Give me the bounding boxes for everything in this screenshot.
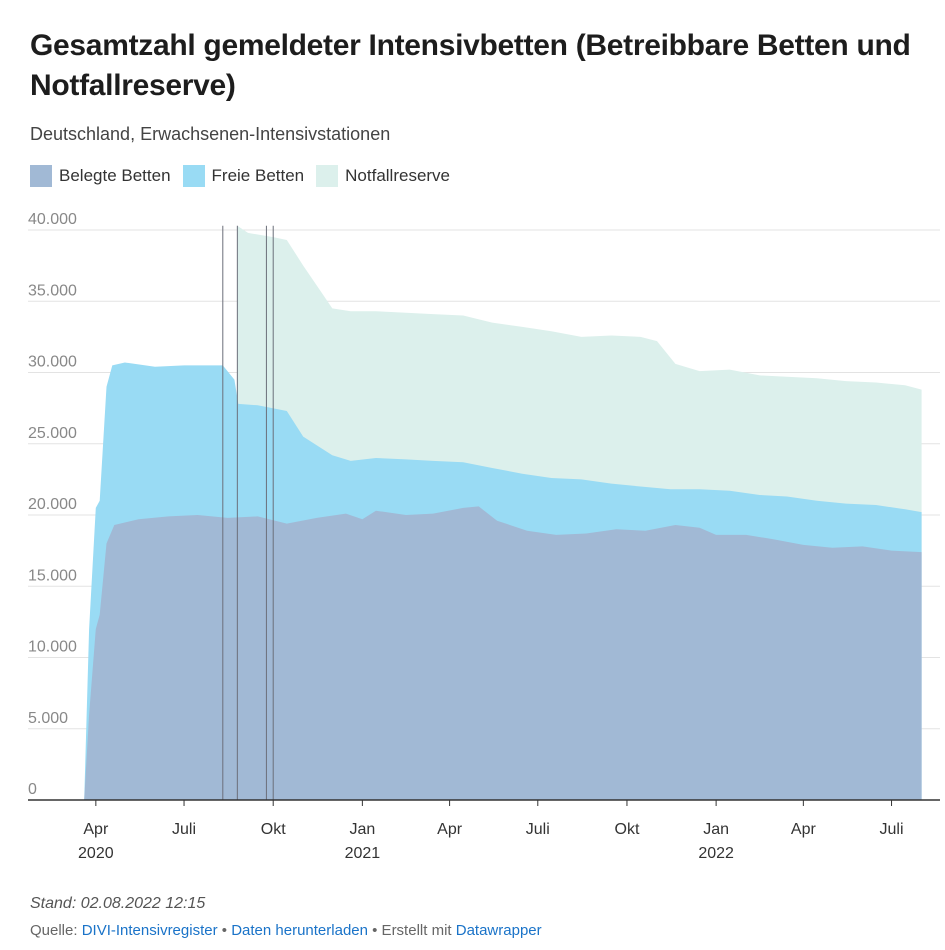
y-tick-label: 15.000 bbox=[28, 567, 77, 584]
vertical-markers bbox=[222, 225, 274, 800]
x-tick-label: Jan bbox=[349, 821, 375, 838]
chart-title: Gesamtzahl gemeldeter Intensivbetten (Be… bbox=[30, 29, 911, 102]
x-tick-year: 2021 bbox=[345, 845, 381, 862]
legend-label-notfall: Notfallreserve bbox=[345, 166, 451, 185]
chart-subtitle: Deutschland, Erwachsenen-Intensivstation… bbox=[30, 124, 391, 144]
y-tick-label: 5.000 bbox=[28, 710, 68, 727]
x-tick-label: Juli bbox=[172, 821, 196, 838]
datawrapper-link[interactable]: Datawrapper bbox=[455, 922, 542, 939]
source-prefix: Quelle: bbox=[30, 922, 78, 939]
area-belegte-betten bbox=[84, 506, 922, 800]
y-tick-label: 10.000 bbox=[28, 639, 77, 656]
y-tick-label: 20.000 bbox=[28, 496, 77, 513]
footer-source: Quelle: DIVI-Intensivregister • Daten he… bbox=[30, 922, 542, 939]
x-tick-label: Apr bbox=[437, 821, 463, 838]
y-axis-ticks: 0 5.000 10.000 15.000 20.000 25.000 30.000 35.0… bbox=[28, 211, 77, 798]
legend-item-frei: Freie Betten bbox=[182, 165, 305, 187]
x-tick-year: 2022 bbox=[698, 845, 734, 862]
legend-swatch-frei bbox=[182, 165, 205, 187]
source-link[interactable]: DIVI-Intensivregister bbox=[81, 922, 218, 939]
x-tick-label: Jan bbox=[703, 821, 729, 838]
x-tick-label: Okt bbox=[261, 821, 286, 838]
legend: Belegte Betten Freie Betten Notfallreser… bbox=[30, 165, 462, 187]
x-tick-label: Juli bbox=[526, 821, 550, 838]
y-tick-label: 30.000 bbox=[28, 354, 77, 371]
x-tick-label: Okt bbox=[615, 821, 640, 838]
y-tick-label: 25.000 bbox=[28, 425, 77, 442]
x-tick-label: Apr bbox=[83, 821, 109, 838]
y-tick-label: 35.000 bbox=[28, 282, 77, 299]
legend-item-notfall: Notfallreserve bbox=[316, 165, 450, 187]
x-tick-label: Juli bbox=[880, 821, 904, 838]
x-tick-year: 2020 bbox=[78, 845, 114, 862]
x-axis: Apr 2020 Juli Okt Jan 2021 Apr Juli Okt Jan 2022 Ap… bbox=[28, 799, 940, 862]
y-tick-label: 40.000 bbox=[28, 211, 77, 228]
stacked-areas bbox=[84, 225, 922, 800]
legend-swatch-notfall bbox=[316, 165, 339, 187]
footer-stand: Stand: 02.08.2022 12:15 bbox=[30, 895, 206, 912]
download-link[interactable]: Daten herunterladen bbox=[231, 922, 368, 939]
legend-item-belegt: Belegte Betten bbox=[30, 165, 171, 187]
legend-swatch-belegt bbox=[30, 165, 52, 187]
separator: • bbox=[221, 922, 228, 939]
area-chart: 0 5.000 10.000 15.000 20.000 25.000 30.000 35.0… bbox=[28, 211, 940, 862]
legend-label-belegt: Belegte Betten bbox=[59, 166, 171, 185]
separator-created: • Erstellt mit bbox=[372, 922, 452, 939]
x-tick-label: Apr bbox=[791, 821, 817, 838]
y-tick-label: 0 bbox=[28, 781, 37, 798]
legend-label-frei: Freie Betten bbox=[211, 166, 305, 185]
